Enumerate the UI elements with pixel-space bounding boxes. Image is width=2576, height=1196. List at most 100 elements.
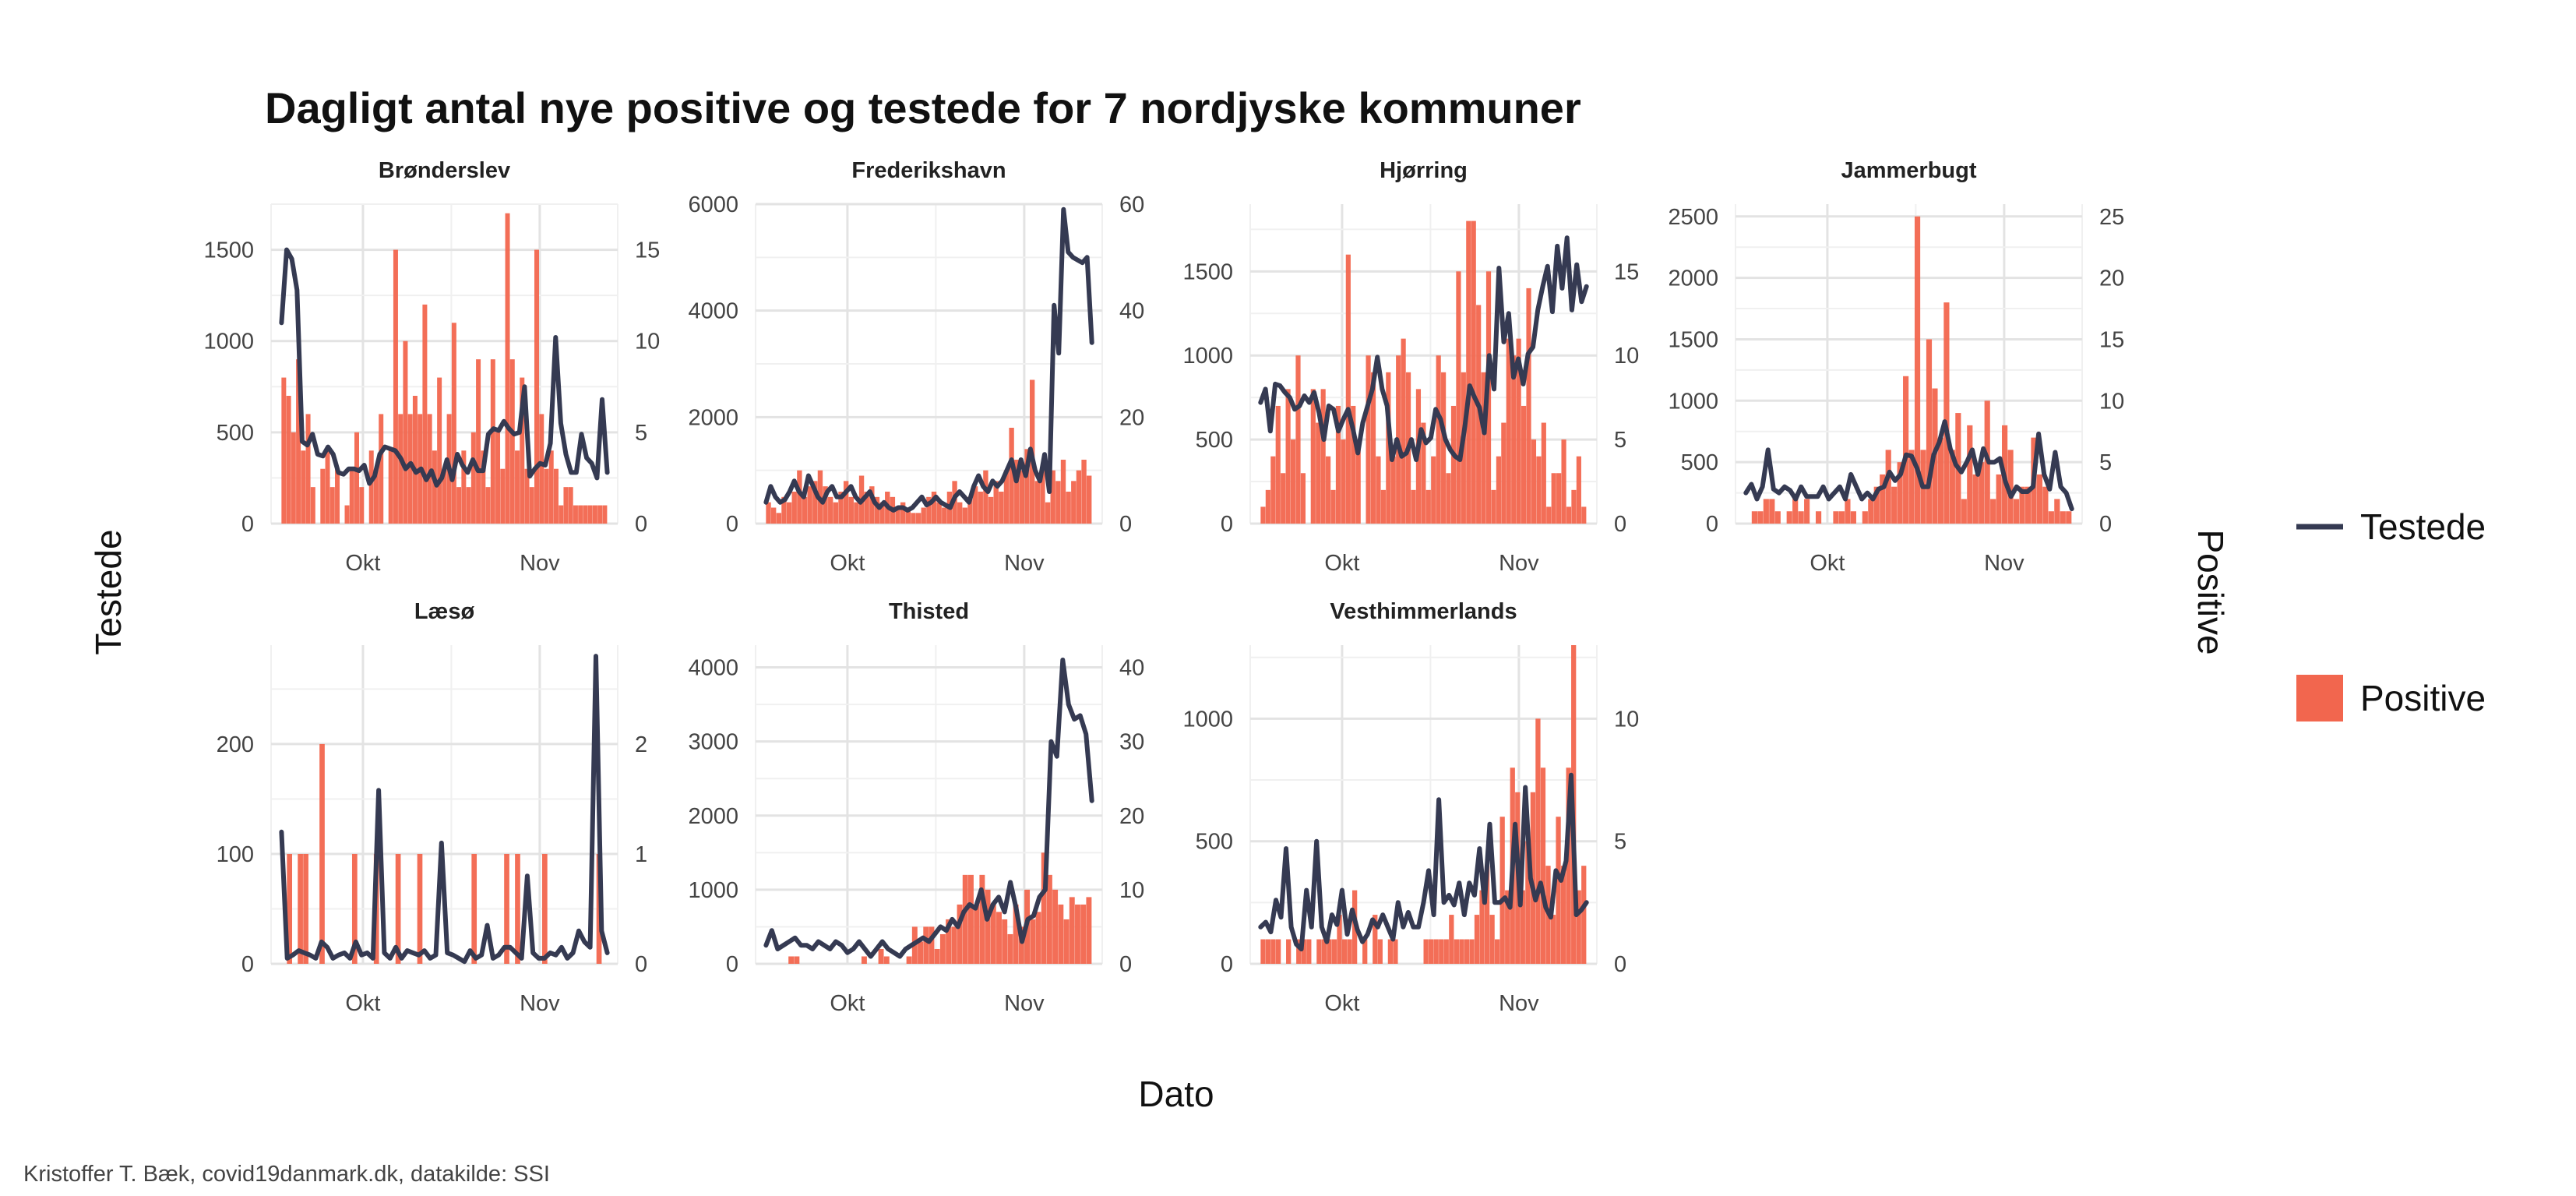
bar-positive [442,468,447,524]
bar-positive [905,507,911,524]
bar-positive [291,432,296,524]
bar-positive [529,487,534,524]
bar-positive [2007,450,2014,524]
bar-positive [2013,499,2020,524]
y-left-tick-label: 200 [217,732,254,757]
bar-positive [1050,470,1055,524]
bar-positive [1320,389,1326,524]
bar-positive [541,853,548,964]
bar-positive [373,468,379,524]
bar-positive [1838,511,1845,524]
bar-positive [1425,489,1431,524]
bar-positive [578,505,583,524]
bar-positive [1386,372,1391,524]
y-left-tick-label: 3000 [688,730,738,755]
bar-positive [1270,939,1276,964]
bar-positive [1530,792,1536,964]
y-right-tick-label: 10 [2099,389,2124,414]
bar-positive [974,904,980,964]
bar-positive [993,481,999,524]
bar-positive [476,359,481,524]
y-left-tick-label: 4000 [688,656,738,681]
bar-positive [967,496,973,524]
bar-positive [1081,460,1087,524]
bar-positive [879,502,885,524]
bar-positive [1034,481,1040,524]
bar-positive [942,507,947,524]
bar-positive [319,743,325,964]
bar-positive [359,487,365,524]
bar-positive [310,487,315,524]
y-left-tick-label: 1500 [1668,327,1718,352]
bar-positive [335,468,340,524]
bar-positive [1576,890,1581,964]
bar-positive [2054,499,2060,524]
bar-positive [351,853,358,964]
y-right-tick-label: 60 [1119,192,1144,217]
bar-positive [1069,897,1075,964]
y-left-tick-label: 4000 [688,299,738,324]
bar-positive [794,956,800,964]
bar-positive [833,502,839,524]
bar-positive [1551,473,1556,524]
bar-positive [1571,489,1577,524]
x-tick-label: Okt [1324,551,1359,576]
bar-positive [1466,221,1471,524]
bar-positive [1431,456,1436,524]
bar-positive [1576,456,1581,524]
bar-positive [1341,939,1348,964]
bar-positive [1873,486,1880,524]
bar-positive [1967,425,1973,524]
line-tested [1743,419,2074,512]
y-right-tick-label: 0 [635,952,647,977]
bar-positive [1316,422,1321,524]
bar-positive [911,513,916,524]
bar-positive [1436,355,1441,524]
bar-positive [437,377,442,524]
bar-positive [1306,939,1312,964]
bar-positive [602,505,608,524]
bar-positive [395,853,401,964]
y-right-tick-label: 5 [2099,450,2112,475]
panel-title: Brønderslev [379,158,510,183]
bar-positive [878,948,884,964]
bar-positive [1014,460,1020,524]
bar-positive [1456,271,1461,524]
bar-positive [1521,405,1527,524]
bar-positive [1387,939,1394,964]
bar-positive [539,414,544,524]
bar-positive [1550,915,1556,964]
y-right-tick-label: 0 [1614,512,1626,537]
bar-positive [354,432,359,524]
bar-positive [983,470,988,524]
panel-jammerbugt: Jammerbugt 0 500 1000 1500 2000 2500 0 5 10 15 20 25… [1668,158,2124,576]
bar-positive [934,948,940,964]
bar-positive [1007,933,1013,964]
bar-positive [1540,767,1546,964]
legend-label-testede: Testede [2360,506,2486,547]
bar-positive [869,486,875,524]
bar-positive [349,468,354,524]
bar-positive [583,505,588,524]
bar-positive [1295,355,1301,524]
bar-positive [481,450,486,524]
bar-positive [1066,492,1071,524]
bar-positive [303,853,308,964]
x-tick-label: Nov [1984,551,2025,576]
bar-positive [802,496,808,524]
line-tested [279,654,610,965]
bar-positive [1581,866,1587,964]
panel-thisted: Thisted 0 1000 2000 3000 4000 0 10 20 30 40 Okt Nov [688,599,1144,1016]
bar-positive [1076,470,1082,524]
caption: Kristoffer T. Bæk, covid19danmark.dk, da… [23,1162,550,1187]
y-left-tick-label: 100 [217,842,254,867]
bar-positive [1449,915,1454,964]
bar-positive [1055,481,1061,524]
bar-positive [1845,499,1851,524]
bar-positive [1275,939,1281,964]
bar-positive [403,340,408,524]
line-tested [763,658,1094,959]
y-left-tick-label: 2500 [1668,205,1718,230]
bar-positive [1429,939,1434,964]
bar-positive [388,450,393,524]
